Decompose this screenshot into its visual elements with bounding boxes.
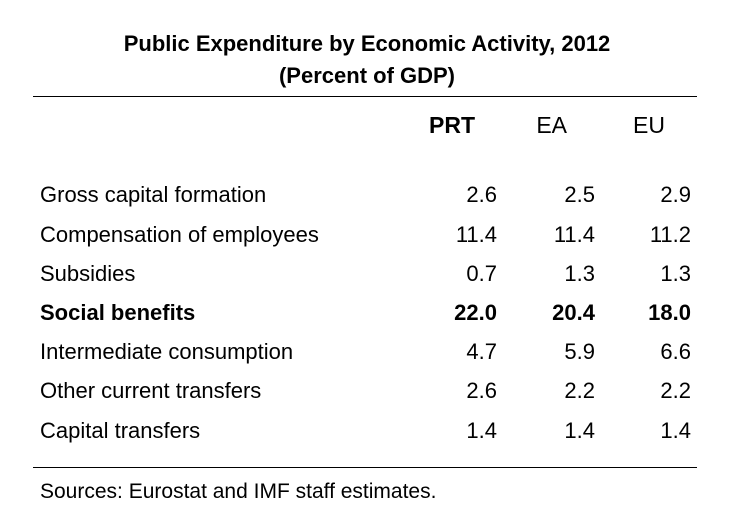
table-row: Subsidies 0.7 1.3 1.3: [0, 259, 734, 289]
top-rule: [33, 96, 697, 97]
row-label: Other current transfers: [40, 378, 262, 403]
table-row-highlighted: Social benefits 22.0 20.4 18.0: [0, 298, 734, 328]
cell-ea: 20.4: [552, 300, 595, 325]
table-row: Intermediate consumption 4.7 5.9 6.6: [0, 337, 734, 367]
source-note: Sources: Eurostat and IMF staff estimate…: [40, 480, 437, 503]
table-title-main: Public Expenditure by Economic Activity,…: [123, 31, 611, 56]
cell-prt: 0.7: [466, 261, 497, 286]
cell-ea: 2.5: [564, 182, 595, 207]
cell-ea: 1.3: [564, 261, 595, 286]
cell-eu: 1.3: [660, 261, 691, 286]
row-label: Capital transfers: [40, 418, 201, 443]
cell-prt: 2.6: [466, 182, 497, 207]
cell-ea: 5.9: [564, 339, 595, 364]
row-label: Intermediate consumption: [40, 339, 294, 364]
row-label: Gross capital formation: [40, 182, 267, 207]
cell-prt: 22.0: [454, 300, 497, 325]
bottom-rule: [33, 467, 697, 468]
cell-eu: 6.6: [660, 339, 691, 364]
cell-eu: 11.2: [649, 222, 691, 247]
column-header-ea: EA: [536, 112, 567, 138]
cell-ea: 2.2: [564, 378, 595, 403]
column-header-prt: PRT: [429, 112, 475, 138]
cell-prt: 1.4: [466, 418, 497, 443]
cell-eu: 2.2: [660, 378, 691, 403]
cell-eu: 2.9: [660, 182, 691, 207]
cell-ea: 11.4: [553, 222, 595, 247]
cell-ea: 1.4: [564, 418, 595, 443]
table-row: Other current transfers 2.6 2.2 2.2: [0, 376, 734, 406]
table-row: Compensation of employees 11.4 11.4 11.2: [0, 220, 734, 250]
cell-prt: 4.7: [466, 339, 497, 364]
column-header-eu: EU: [633, 112, 665, 138]
cell-prt: 2.6: [466, 378, 497, 403]
row-label: Subsidies: [40, 261, 136, 286]
cell-prt: 11.4: [455, 222, 497, 247]
cell-eu: 1.4: [660, 418, 691, 443]
row-label: Social benefits: [40, 300, 196, 325]
row-label: Compensation of employees: [40, 222, 319, 247]
table-title-subtitle: (Percent of GDP): [278, 63, 456, 88]
cell-eu: 18.0: [648, 300, 691, 325]
table-row: Gross capital formation 2.6 2.5 2.9: [0, 180, 734, 210]
table-row: Capital transfers 1.4 1.4 1.4: [0, 416, 734, 446]
